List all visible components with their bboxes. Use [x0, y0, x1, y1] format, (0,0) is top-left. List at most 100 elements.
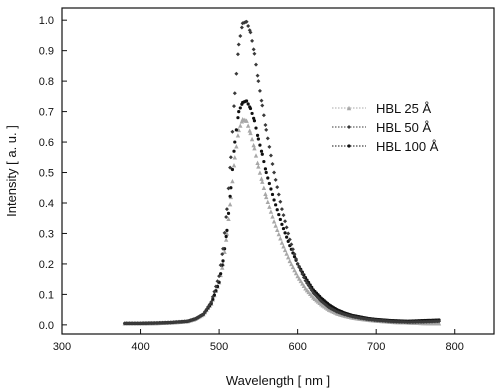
data-point	[255, 160, 260, 165]
data-point	[235, 52, 240, 57]
data-point	[292, 255, 297, 259]
data-point	[250, 111, 254, 116]
data-point	[248, 130, 253, 136]
data-point	[231, 163, 237, 168]
data-point	[256, 79, 261, 84]
data-point	[301, 275, 306, 280]
y-tick-label: 0.5	[39, 168, 54, 180]
axis-ticks: 300 400 500 600 700 800 0.0 0.1 0.2 0.3 0.4 0.5 0.6 0…	[39, 15, 464, 353]
data-point	[306, 283, 311, 288]
data-point	[227, 202, 233, 207]
data-point	[251, 47, 256, 52]
data-point	[270, 214, 275, 219]
y-tick-label: 0.0	[39, 320, 54, 332]
data-point	[275, 185, 280, 190]
data-point	[232, 155, 237, 160]
data-point	[293, 270, 299, 276]
data-point	[264, 194, 269, 200]
data-point	[228, 165, 233, 170]
data-point	[228, 155, 233, 160]
data-point	[210, 294, 215, 299]
data-point	[234, 144, 239, 149]
data-point	[259, 176, 264, 181]
data-point	[204, 307, 209, 312]
y-tick-label: 0.7	[39, 107, 54, 119]
y-tick-label: 0.1	[39, 289, 54, 301]
data-point	[244, 99, 249, 103]
data-point	[222, 230, 227, 235]
data-point	[233, 140, 237, 144]
data-point	[282, 247, 288, 253]
data-point	[267, 181, 271, 186]
data-point	[278, 236, 283, 241]
y-tick-label: 0.8	[39, 76, 54, 88]
data-point	[259, 98, 264, 103]
data-point	[300, 281, 305, 286]
data-point	[251, 142, 256, 148]
x-tick-label: 500	[210, 341, 228, 353]
y-tick-label: 0.2	[39, 259, 54, 271]
data-point	[274, 203, 278, 207]
data-point	[286, 255, 291, 260]
data-point	[280, 222, 284, 226]
data-point	[234, 71, 239, 76]
data-point	[289, 261, 294, 267]
y-tick-label: 0.3	[39, 228, 54, 240]
data-point	[261, 113, 266, 118]
data-point	[234, 128, 238, 132]
data-point	[256, 137, 260, 141]
data-point	[269, 187, 273, 191]
data-point	[226, 211, 231, 215]
data-point	[253, 153, 259, 158]
data-point	[215, 279, 220, 284]
data-point	[297, 265, 302, 270]
data-point	[244, 118, 249, 123]
data-point	[281, 226, 286, 231]
legend-label: HBL 100 Å	[376, 139, 439, 154]
data-point	[275, 227, 280, 233]
data-point	[301, 283, 307, 289]
data-point	[292, 267, 297, 273]
data-point	[230, 178, 235, 184]
data-point	[217, 274, 222, 279]
data-point	[232, 149, 236, 153]
series-2	[122, 19, 442, 326]
data-point	[226, 216, 231, 222]
data-point	[270, 161, 275, 166]
data-point	[268, 153, 273, 158]
legend: HBL 25 Å HBL 50 Å HBL 100 Å	[332, 101, 439, 154]
data-point	[255, 133, 260, 137]
data-point	[260, 152, 264, 156]
data-point	[283, 219, 288, 224]
data-point	[259, 149, 264, 153]
data-point	[226, 186, 231, 191]
data-point	[267, 204, 272, 209]
data-point	[252, 119, 257, 123]
data-point	[298, 278, 303, 284]
data-point	[270, 192, 275, 197]
data-point	[248, 106, 253, 111]
data-point	[295, 273, 300, 279]
data-point	[221, 259, 225, 263]
legend-marker	[346, 105, 352, 111]
data-point	[303, 278, 308, 283]
data-point	[297, 276, 302, 281]
data-point	[224, 215, 229, 220]
data-point	[268, 209, 274, 214]
x-tick-label: 800	[446, 341, 464, 353]
data-point	[294, 257, 299, 262]
data-point	[219, 272, 223, 276]
data-point	[281, 244, 286, 249]
data-point	[262, 159, 266, 164]
data-point	[213, 284, 218, 289]
data-point	[263, 122, 268, 127]
data-point	[260, 103, 265, 108]
legend-label: HBL 25 Å	[376, 101, 431, 116]
data-point	[236, 42, 241, 47]
plot-frame	[61, 7, 495, 335]
legend-marker	[347, 144, 351, 148]
data-series	[122, 19, 442, 326]
data-point	[249, 136, 255, 142]
